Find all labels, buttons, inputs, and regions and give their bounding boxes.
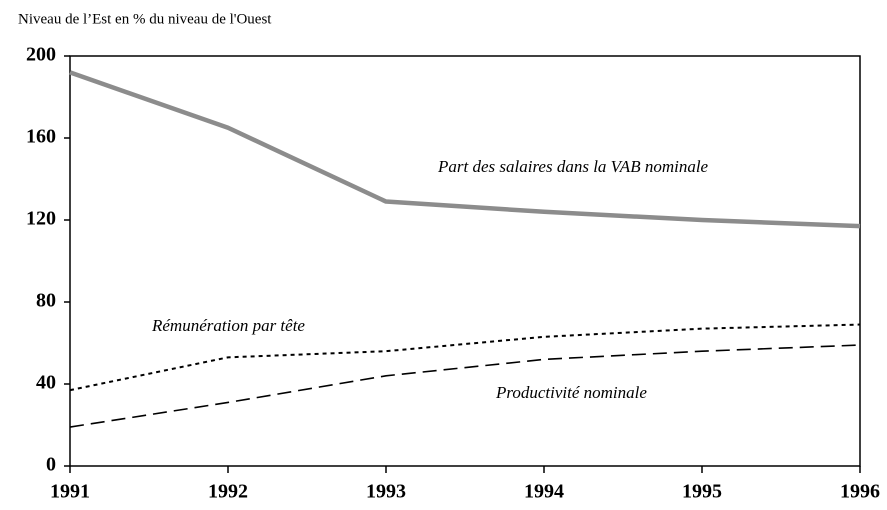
x-tick-label: 1993 — [366, 481, 406, 503]
x-tick-label: 1995 — [682, 481, 722, 503]
x-tick-label: 1994 — [524, 481, 564, 503]
y-tick-label: 120 — [26, 208, 56, 230]
series-line — [69, 70, 861, 229]
series-line — [69, 344, 861, 428]
y-tick-label: 160 — [26, 126, 56, 148]
series-label: Rémunération par tête — [151, 316, 305, 335]
y-tick-label: 40 — [36, 372, 56, 394]
x-tick-label: 1991 — [50, 481, 90, 503]
y-tick-label: 80 — [36, 290, 56, 312]
y-tick-label: 0 — [46, 454, 56, 476]
x-tick-label: 1992 — [208, 481, 248, 503]
plot-frame — [69, 55, 861, 467]
series-label: Productivité nominale — [495, 383, 647, 402]
y-tick-label: 200 — [26, 44, 56, 66]
y-axis-label: Niveau de l’Est en % du niveau de l'Oues… — [18, 11, 272, 27]
series-label: Part des salaires dans la VAB nominale — [437, 157, 709, 176]
x-tick-label: 1996 — [840, 481, 880, 503]
